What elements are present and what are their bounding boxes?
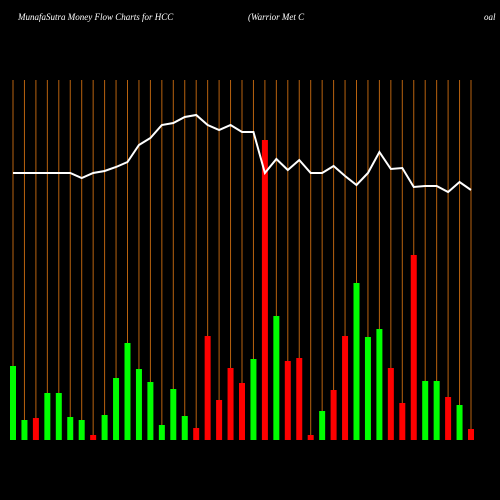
- bar: [433, 381, 440, 440]
- bar: [307, 435, 314, 440]
- bar: [32, 418, 39, 440]
- bar: [78, 420, 85, 440]
- bar: [181, 416, 188, 440]
- bar: [364, 337, 371, 440]
- bar: [468, 429, 474, 440]
- bar: [410, 255, 417, 440]
- bar: [158, 425, 165, 440]
- bar: [227, 368, 234, 440]
- bar: [44, 393, 51, 440]
- bar: [21, 420, 28, 440]
- bar: [67, 417, 74, 440]
- bar: [90, 435, 97, 440]
- bar: [10, 366, 16, 440]
- bar: [330, 390, 337, 440]
- bar: [135, 369, 142, 440]
- bar: [376, 329, 383, 440]
- bar: [147, 382, 154, 440]
- bar: [216, 400, 223, 440]
- bar: [296, 358, 303, 440]
- bar: [353, 283, 360, 440]
- bar: [387, 368, 394, 440]
- bar: [422, 381, 429, 440]
- bar: [284, 361, 291, 440]
- bar: [342, 336, 349, 440]
- price-line: [13, 113, 472, 194]
- bar: [399, 403, 406, 440]
- bar: [456, 405, 463, 440]
- bar: [239, 383, 245, 440]
- bar: [55, 393, 62, 440]
- bar: [445, 397, 452, 440]
- bar: [193, 428, 200, 440]
- bar: [204, 336, 211, 440]
- chart-title-tail: oal: [484, 12, 496, 22]
- bar: [319, 411, 326, 440]
- bar: [170, 389, 177, 440]
- bar: [113, 378, 120, 440]
- chart-subtitle: (Warrior Met C: [248, 12, 305, 22]
- bar: [273, 316, 280, 440]
- bar: [124, 343, 131, 440]
- bar: [250, 359, 257, 440]
- bar: [101, 415, 108, 440]
- bar: [261, 140, 268, 440]
- chart-title: MunafaSutra Money Flow Charts for HCC: [17, 12, 174, 22]
